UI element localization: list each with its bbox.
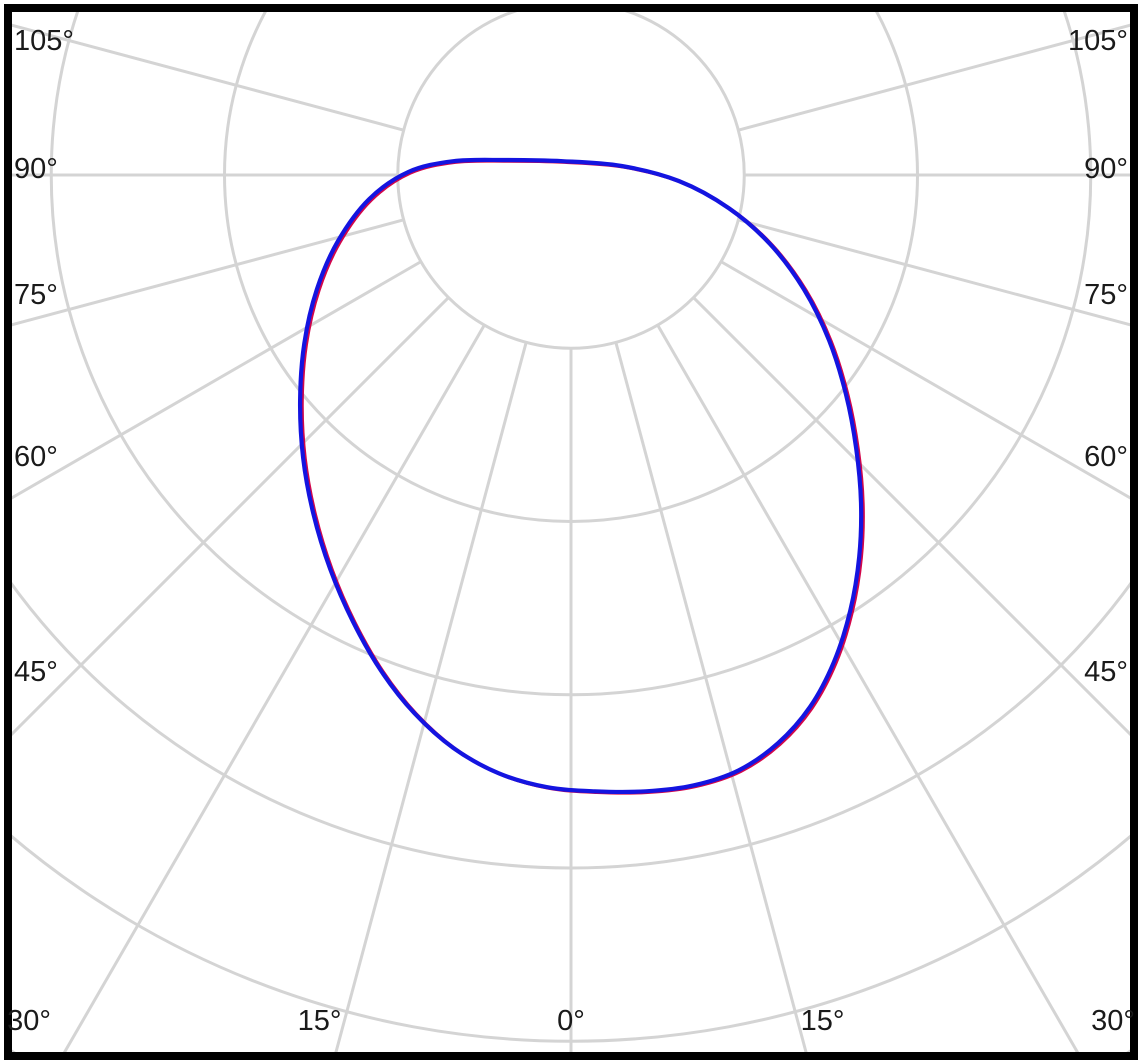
svg-text:105°: 105° [14,25,74,57]
svg-text:60°: 60° [14,441,58,473]
svg-text:90°: 90° [1084,153,1128,185]
svg-text:0°: 0° [557,1005,585,1037]
svg-text:15°: 15° [801,1005,845,1037]
svg-text:30°: 30° [7,1005,51,1037]
svg-text:60°: 60° [1084,441,1128,473]
svg-text:75°: 75° [14,279,58,311]
svg-text:45°: 45° [1084,656,1128,688]
svg-text:105°: 105° [1068,25,1128,57]
svg-text:45°: 45° [14,656,58,688]
svg-text:15°: 15° [298,1005,342,1037]
svg-text:90°: 90° [14,153,58,185]
svg-text:75°: 75° [1084,279,1128,311]
svg-text:30°: 30° [1091,1005,1135,1037]
